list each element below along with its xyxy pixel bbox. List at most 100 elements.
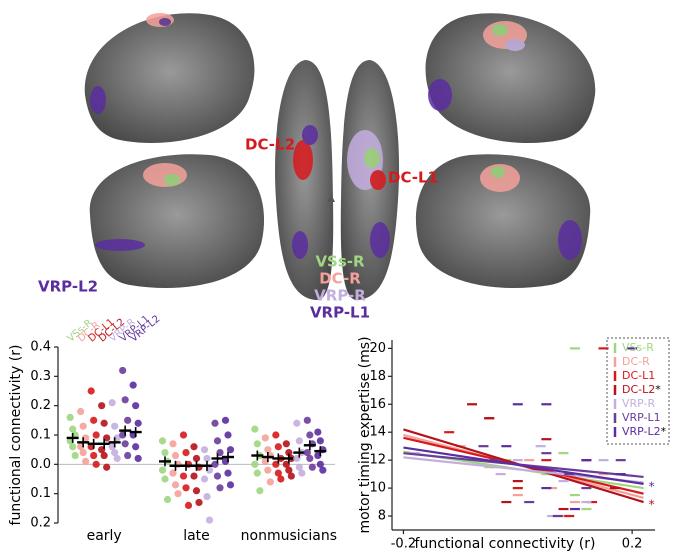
y-tick-label: 8: [378, 509, 386, 524]
dot: [108, 399, 116, 407]
brain-labels: DC-L2 DC-L1 VRP-L2 VSs-R DC-R VRP-R VRP-…: [38, 136, 438, 322]
dot: [119, 366, 127, 375]
dot: [134, 454, 142, 463]
dot: [124, 451, 132, 460]
dot: [221, 416, 230, 424]
legend-label: VRP-L2: [622, 425, 661, 438]
x-tick-label: 0.2: [622, 537, 643, 552]
dot: [213, 472, 222, 480]
dot: [69, 443, 77, 451]
dot: [182, 484, 190, 492]
y-tick-label: 0.4: [30, 340, 51, 355]
legend-label: DC-L2: [622, 383, 655, 396]
dot: [79, 449, 87, 457]
dot: [226, 481, 235, 489]
dot: [132, 443, 140, 451]
legend-label: DC-R: [622, 355, 650, 368]
dot: [169, 440, 177, 448]
dot: [171, 451, 180, 460]
y-axis-label: motor timing expertise (ms): [357, 336, 373, 533]
dot: [103, 463, 111, 471]
brain-dorsal-left: [275, 60, 334, 300]
dot: [224, 469, 232, 477]
dot: [111, 449, 119, 457]
dot: [308, 463, 316, 471]
dot: [111, 422, 119, 430]
dot: [211, 419, 219, 427]
dot: [171, 481, 180, 489]
dot: [90, 416, 98, 424]
dot: [251, 460, 259, 468]
dot: [92, 431, 100, 439]
brain-label: VRP-R: [314, 287, 366, 305]
y-tick-label: 16: [369, 397, 386, 412]
dot: [195, 498, 203, 507]
dot: [113, 454, 121, 463]
dot: [90, 451, 98, 460]
dot: [303, 449, 311, 457]
dot: [200, 475, 209, 483]
x-tick-label: late: [183, 528, 210, 544]
y-tick-label: 0.3: [30, 369, 51, 384]
dot: [295, 463, 303, 471]
arrow-head: [327, 194, 335, 202]
brain-lateral-left: [84, 13, 255, 143]
dot: [224, 431, 232, 439]
y-tick-label: 0.1: [30, 428, 51, 443]
dot: [158, 466, 167, 474]
dot: [169, 469, 177, 477]
dot: [264, 446, 272, 454]
dot: [316, 460, 324, 468]
dot: [293, 419, 301, 427]
y-tick-label: 14: [369, 425, 386, 440]
significance: *: [649, 498, 655, 512]
legend-label: VRP-R: [622, 397, 656, 410]
dot: [203, 493, 211, 501]
brain-renders: [84, 13, 596, 300]
dot: [100, 451, 108, 460]
dot: [77, 407, 85, 416]
dot: [98, 402, 106, 410]
brain-label: DC-L1: [388, 169, 438, 187]
x-tick-label: nonmusicians: [241, 528, 337, 544]
dot: [251, 425, 259, 433]
significance: *: [649, 479, 655, 493]
y-tick-label: 0.0: [30, 457, 51, 472]
legend-label: VRP-L1: [622, 411, 661, 424]
dot: [121, 440, 129, 448]
dot: [161, 449, 169, 457]
brain-label: DC-R: [319, 270, 361, 288]
y-tick-label: 0.1: [30, 486, 51, 501]
dot: [163, 495, 172, 504]
brain-label: VRP-L2: [38, 278, 98, 296]
brain-medial-right: [415, 154, 591, 288]
y-tick-label: 10: [369, 481, 386, 496]
dot: [121, 396, 129, 404]
dot: [87, 387, 95, 395]
dot: [100, 419, 108, 427]
dot: [213, 437, 222, 445]
dot: [287, 472, 295, 480]
dot: [182, 449, 190, 457]
legend-label: DC-L1: [622, 369, 655, 382]
dot: [285, 449, 293, 457]
dot: [92, 460, 100, 468]
dot: [192, 454, 201, 463]
dot: [253, 440, 261, 448]
dot: [82, 457, 90, 465]
dot: [306, 431, 314, 439]
dot: [295, 437, 303, 445]
dot: [190, 472, 198, 480]
x-axis-label: functional connectivity (r): [415, 536, 596, 552]
brain-label: VRP-L1: [310, 304, 370, 322]
dot: [71, 451, 79, 460]
dot: [129, 381, 137, 389]
dot: [319, 466, 327, 474]
legend-sig: *: [655, 383, 661, 396]
x-tick-label: early: [87, 528, 122, 544]
dot: [264, 466, 272, 474]
legend-sig: *: [661, 425, 667, 438]
y-tick-label: 12: [369, 453, 386, 468]
dot: [272, 431, 280, 439]
